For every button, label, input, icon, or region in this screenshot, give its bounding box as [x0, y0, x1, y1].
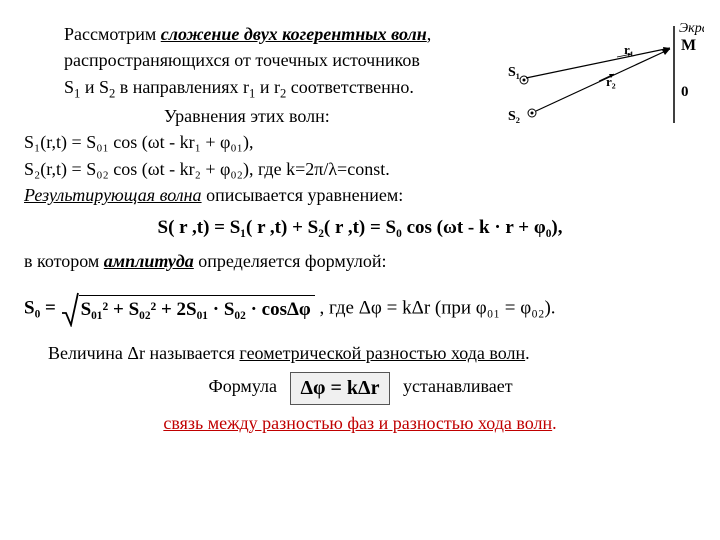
amp-word: амплитуда	[104, 251, 194, 271]
s1-label: S	[64, 77, 74, 97]
s2-label: и S	[80, 77, 109, 97]
result-formula-text: S( r ,t) = S₁( r ,t) + S₂( r ,t) = S₀ co…	[158, 217, 563, 238]
phase-path-link: связь между разностью фаз и разностью хо…	[163, 413, 552, 433]
result-wave-label: Результирующая волна	[24, 185, 202, 205]
amplitude-formula: S₀ = S₀₁² + S₀₂² + 2S₀₁ · S₀₂ · cosΔφ , …	[24, 291, 696, 327]
comma: ,	[427, 24, 432, 44]
formula-word: Формула	[157, 374, 277, 398]
equation-2: S₂(r,t) = S₀₂ cos (ωt - kr₂ + φ₀₂), где …	[24, 157, 696, 181]
amp-desc: определяется формулой:	[194, 251, 387, 271]
delta-r-intro: Величина Δr называется	[48, 343, 239, 363]
geom-path-diff: геометрической разностью хода волн	[239, 343, 525, 363]
equation-1: S₁(r,t) = S₀₁ cos (ωt - kr₁ + φ₀₁),	[24, 130, 696, 154]
intro-text: Рассмотрим	[64, 24, 161, 44]
amp-intro: в котором	[24, 251, 104, 271]
result-formula: S( r ,t) = S₁( r ,t) + S₂( r ,t) = S₀ co…	[24, 215, 696, 241]
sqrt-icon: S₀₁² + S₀₂² + 2S₀₁ · S₀₂ · cosΔφ	[61, 291, 315, 327]
period: .	[525, 343, 530, 363]
result-wave-desc: описывается уравнением:	[202, 185, 404, 205]
period2: .	[552, 413, 557, 433]
r2-dir: и r	[255, 77, 280, 97]
respectively: соответственно.	[286, 77, 414, 97]
intro-line: Рассмотрим сложение двух когерентных вол…	[24, 22, 696, 46]
topic-text: сложение двух когерентных волн	[161, 24, 427, 44]
link-line: связь между разностью фаз и разностью хо…	[24, 411, 696, 435]
line-2: распространяющихся от точечных источнико…	[24, 48, 696, 72]
box-formula: Δφ = kΔr	[290, 372, 391, 405]
delta-r-line: Величина Δr называется геометрической ра…	[24, 341, 696, 365]
formula-box-line: Формула Δφ = kΔr устанавливает	[24, 372, 696, 405]
equations-heading: Уравнения этих волн:	[24, 104, 696, 128]
line-3: S1 и S2 в направлениях r1 и r2 соответст…	[24, 75, 696, 103]
amplitude-line: в котором амплитуда определяется формуло…	[24, 249, 696, 273]
establishes: устанавливает	[403, 374, 563, 398]
result-wave-line: Результирующая волна описывается уравнен…	[24, 183, 696, 207]
amp-lhs: S₀ =	[24, 298, 61, 319]
sqrt-body: S₀₁² + S₀₂² + 2S₀₁ · S₀₂ · cosΔφ	[79, 295, 315, 323]
amp-rhs: , где Δφ = kΔr (при φ₀₁ = φ₀₂).	[315, 298, 556, 319]
r1-dir: в направлениях r	[115, 77, 249, 97]
